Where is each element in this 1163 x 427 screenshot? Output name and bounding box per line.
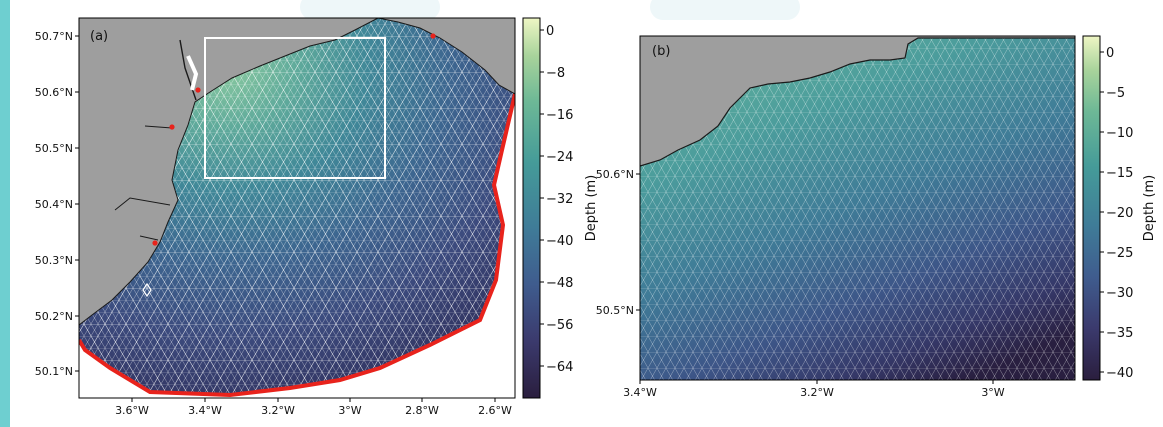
- estuary-dart: [114, 197, 171, 211]
- colorbar-tick: −48: [546, 276, 573, 291]
- lon-tick: 2.6°W: [478, 404, 512, 417]
- station-marker: [169, 124, 175, 130]
- panel-a-label: (a): [90, 29, 108, 44]
- open-boundary: [79, 93, 515, 398]
- colorbar-tick: −35: [1106, 326, 1133, 341]
- colorbar-tick: −5: [1106, 86, 1125, 101]
- site-marker: [142, 282, 152, 298]
- outside-domain: [79, 94, 515, 398]
- colorbar-tick: −24: [546, 150, 573, 165]
- mesh-zoom: [640, 38, 1075, 380]
- zoom-box: [204, 37, 386, 179]
- lon-tick: 3.4°W: [623, 386, 657, 399]
- lon-tick: 3.4°W: [188, 404, 222, 417]
- colorbar-a-label: Depth (m): [584, 175, 599, 242]
- station-marker: [430, 33, 436, 39]
- mesh-coarse: [79, 18, 515, 398]
- panel-b-label: (b): [652, 44, 670, 59]
- colorbar-tick: 0: [1106, 46, 1114, 61]
- colorbar-tick: −32: [546, 192, 573, 207]
- colorbar-tick: −10: [1106, 126, 1133, 141]
- page-accent-bar: [0, 0, 10, 427]
- lat-tick: 50.4°N: [35, 198, 73, 211]
- lon-tick: 3°W: [981, 386, 1004, 399]
- panel-b-map: [640, 36, 1075, 380]
- lon-tick: 3.2°W: [800, 386, 834, 399]
- background-watermark: [300, 0, 440, 20]
- colorbar-tick: −20: [1106, 206, 1133, 221]
- lat-tick: 50.1°N: [35, 365, 73, 378]
- colorbar-b-label: Depth (m): [1142, 175, 1157, 242]
- colorbar-b: [1082, 35, 1101, 381]
- colorbar-tick: −40: [546, 234, 573, 249]
- colorbar-tick: −40: [1106, 366, 1133, 381]
- lon-tick: 3°W: [338, 404, 361, 417]
- colorbar-tick: −15: [1106, 166, 1133, 181]
- lat-tick: 50.5°N: [35, 142, 73, 155]
- background-watermark: [650, 0, 800, 20]
- lon-tick: 3.2°W: [261, 404, 295, 417]
- lat-tick: 50.3°N: [35, 254, 73, 267]
- estuary-exe-water: [186, 55, 199, 91]
- colorbar-tick: −8: [546, 66, 565, 81]
- lat-tick: 50.2°N: [35, 310, 73, 323]
- panel-a-frame: [78, 17, 516, 399]
- station-marker: [152, 240, 158, 246]
- lon-tick: 2.8°W: [405, 404, 439, 417]
- lat-tick: 50.6°N: [35, 86, 73, 99]
- colorbar-tick: −30: [1106, 286, 1133, 301]
- lon-tick: 3.6°W: [115, 404, 149, 417]
- colorbar-tick: −64: [546, 360, 573, 375]
- panel-b-frame: [639, 35, 1076, 381]
- colorbar-a: [522, 17, 541, 399]
- coastline: [640, 37, 1075, 167]
- station-marker: [195, 87, 201, 93]
- estuary-salcombe: [139, 235, 159, 241]
- lat-tick: 50.5°N: [596, 304, 634, 317]
- lat-tick: 50.7°N: [35, 30, 73, 43]
- lat-tick: 50.6°N: [596, 168, 634, 181]
- colorbar-tick: −25: [1106, 246, 1133, 261]
- panel-a-map: [79, 18, 515, 398]
- colorbar-tick: 0: [546, 24, 554, 39]
- colorbar-tick: −16: [546, 108, 573, 123]
- colorbar-tick: −56: [546, 318, 573, 333]
- estuary-teign: [144, 125, 173, 129]
